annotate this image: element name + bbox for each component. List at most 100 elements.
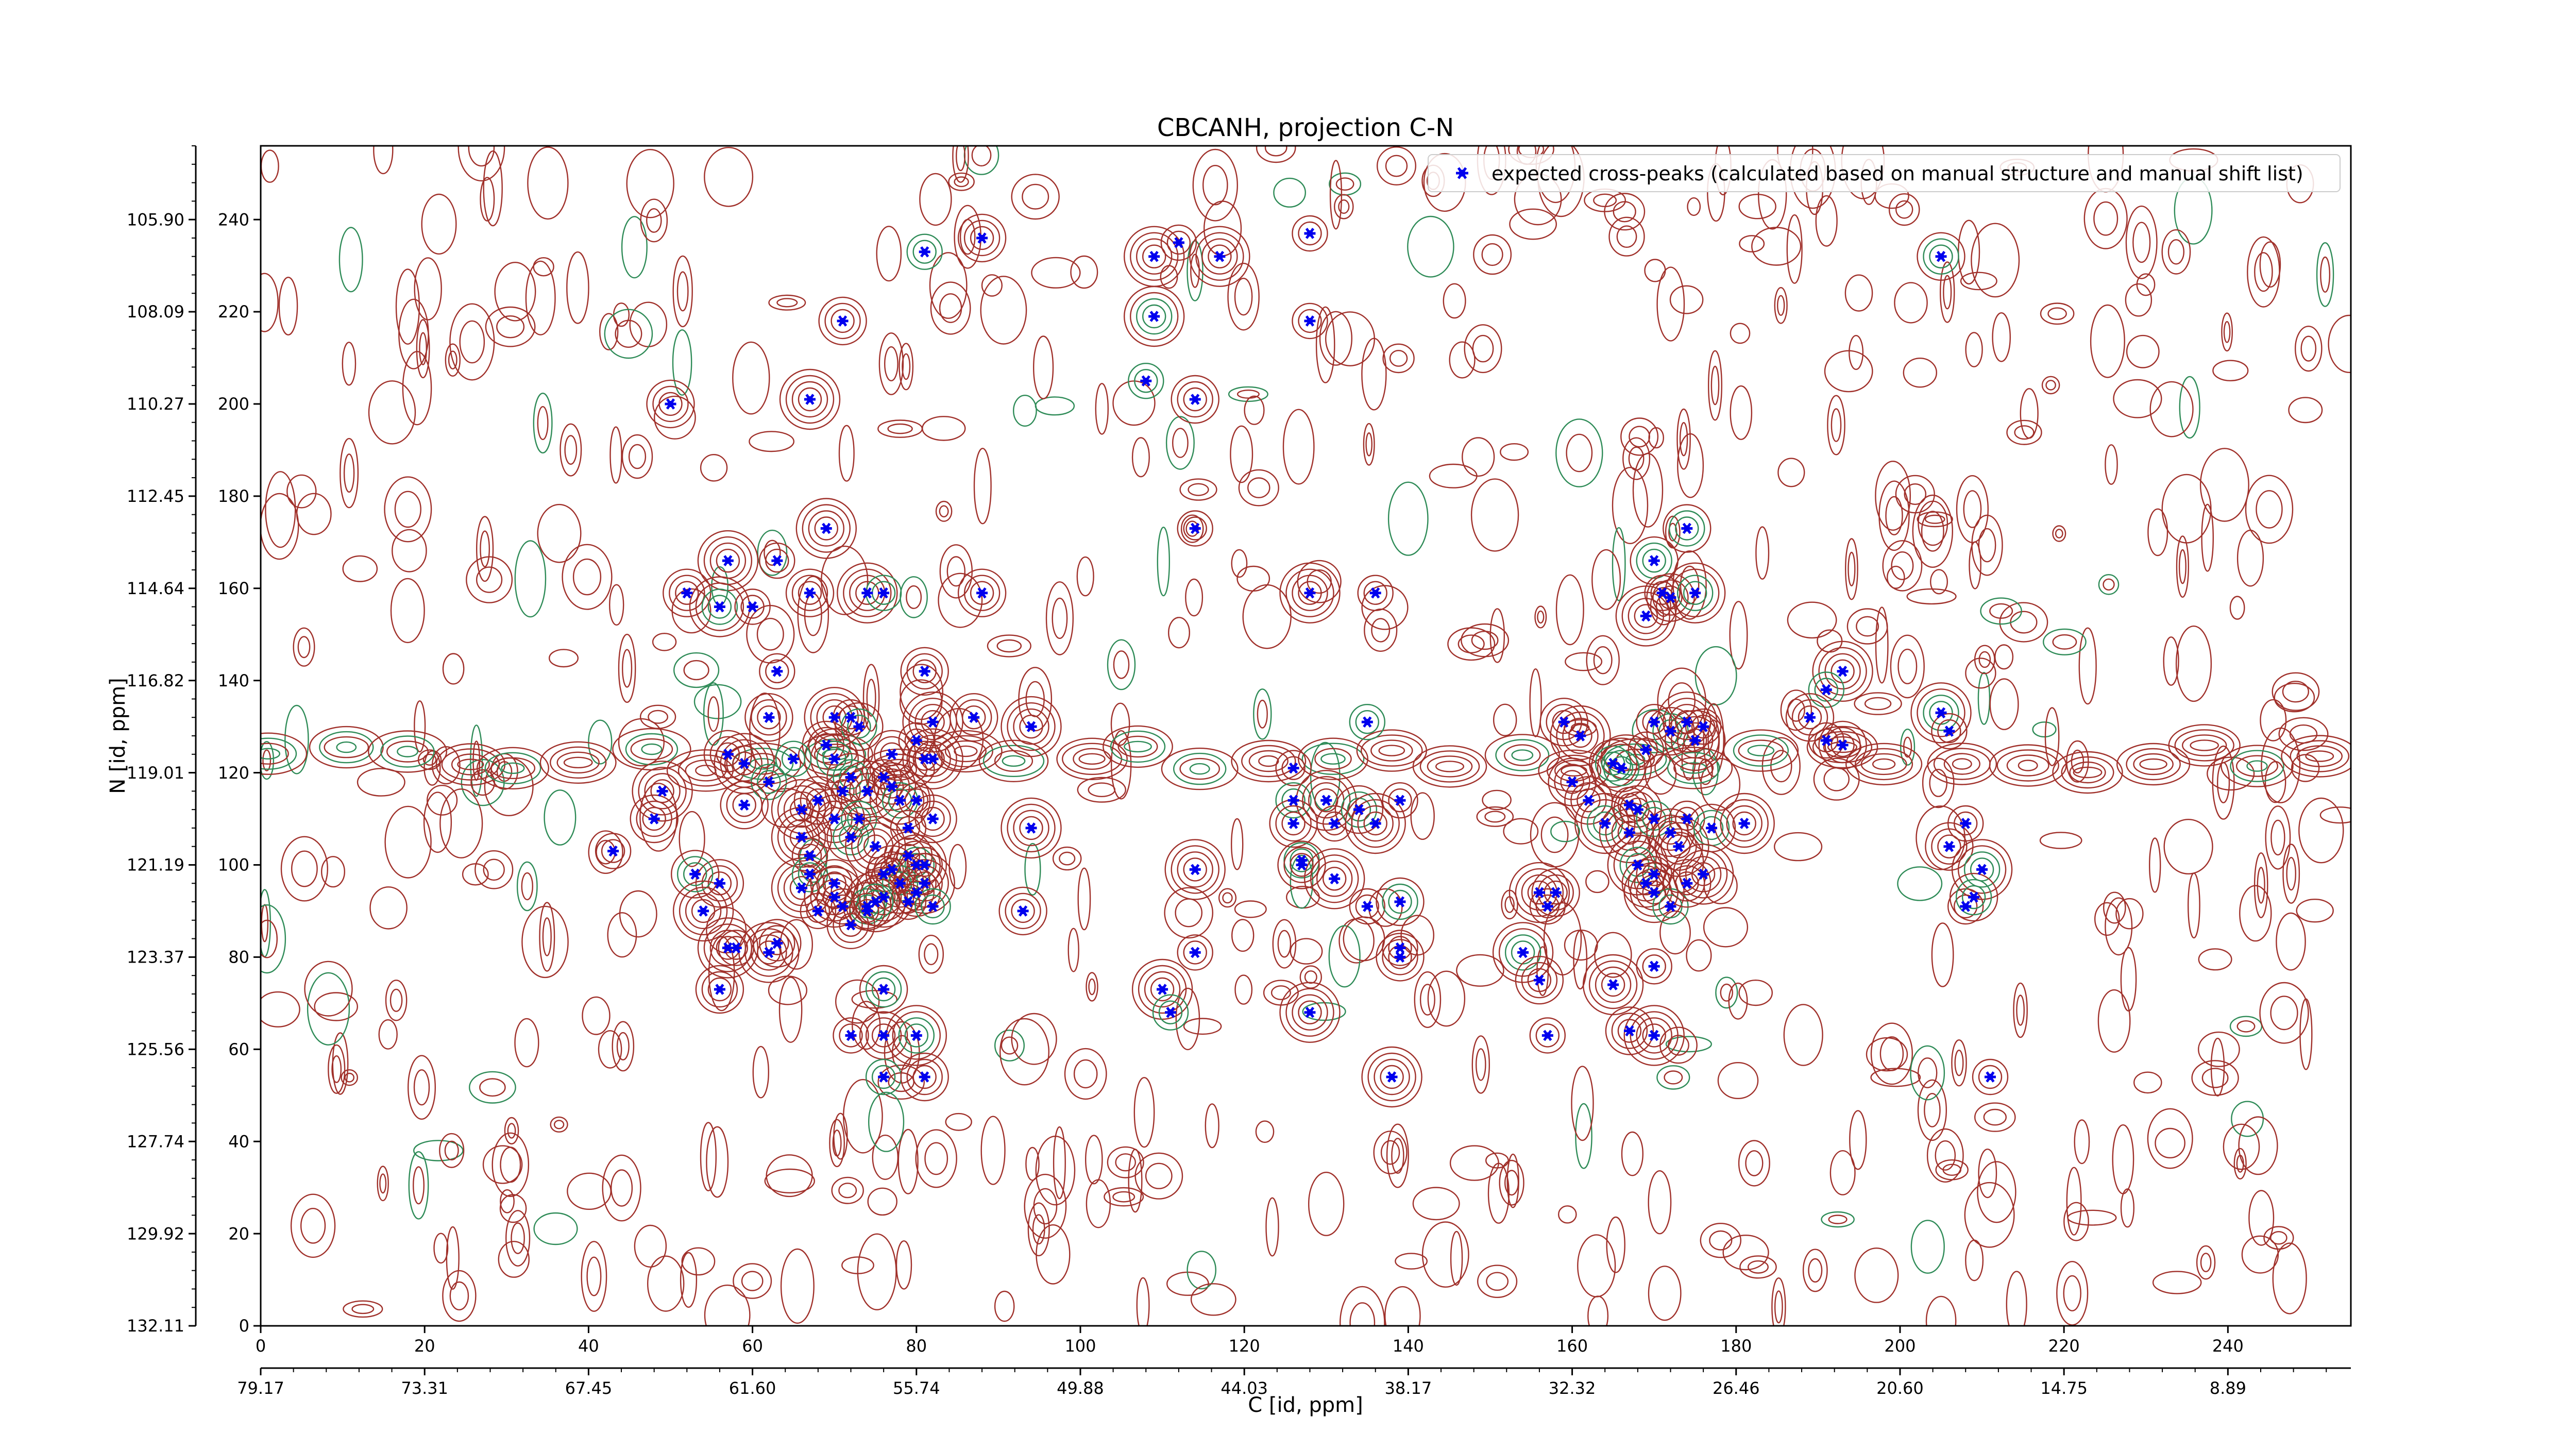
noise-contour bbox=[377, 1166, 389, 1202]
noise-contour-inner bbox=[866, 679, 876, 717]
peak-contour bbox=[658, 392, 683, 416]
noise-contour bbox=[1575, 1103, 1592, 1169]
noise-contour-inner bbox=[1891, 551, 1914, 580]
ridge-contour bbox=[982, 745, 1045, 778]
peak-contour bbox=[867, 845, 917, 894]
peak-contour bbox=[1726, 805, 1762, 842]
noise-contour bbox=[1729, 601, 1748, 670]
noise-contour bbox=[2263, 1226, 2294, 1250]
noise-contour-inner bbox=[1680, 565, 1700, 605]
noise-contour bbox=[2288, 397, 2323, 424]
noise-contour bbox=[778, 976, 803, 1043]
cross-peak-marker bbox=[1623, 799, 1635, 811]
cross-peak-marker bbox=[878, 587, 890, 599]
noise-contour bbox=[1844, 274, 1873, 312]
noise-contour bbox=[1095, 383, 1109, 435]
cross-peak-marker bbox=[828, 878, 840, 889]
peak-contour bbox=[908, 734, 957, 783]
noise-contour bbox=[1824, 350, 1873, 393]
cross-peak-marker bbox=[1394, 896, 1406, 907]
noise-contour bbox=[2199, 448, 2249, 522]
peak-contour bbox=[1923, 695, 1959, 731]
noise-contour-inner bbox=[468, 146, 495, 167]
plot-frame bbox=[260, 145, 2352, 1327]
cross-peak-marker bbox=[1648, 1030, 1660, 1041]
peak-contour bbox=[1357, 575, 1394, 611]
peak-contour bbox=[1382, 782, 1418, 819]
peak-contour bbox=[1292, 575, 1328, 611]
noise-contour bbox=[433, 1233, 449, 1264]
noise-contour bbox=[2039, 832, 2082, 849]
peak-contour bbox=[785, 568, 835, 617]
x-index-label: 20 bbox=[414, 1336, 435, 1356]
noise-contour bbox=[2282, 844, 2300, 904]
noise-contour bbox=[2063, 1202, 2089, 1241]
noise-contour bbox=[2221, 312, 2233, 352]
noise-contour-inner bbox=[2167, 239, 2184, 265]
peak-contour bbox=[1349, 888, 1386, 925]
cross-peak-marker bbox=[1148, 250, 1160, 262]
noise-contour bbox=[2265, 805, 2291, 870]
noise-contour bbox=[498, 1240, 530, 1278]
noise-contour bbox=[1730, 323, 1751, 344]
ridge-contour bbox=[1231, 739, 1307, 783]
noise-contour bbox=[2272, 672, 2320, 711]
ridge-contour bbox=[1996, 749, 2059, 782]
peak-contour bbox=[1298, 309, 1322, 333]
noise-contour bbox=[1104, 1187, 1144, 1207]
noise-contour-inner bbox=[1540, 816, 1569, 853]
peak-contour bbox=[707, 595, 732, 619]
peak-contour bbox=[1285, 568, 1334, 617]
peak-contour bbox=[697, 530, 759, 592]
noise-contour-inner bbox=[496, 315, 525, 339]
ridge-contour bbox=[2006, 754, 2049, 777]
peak-contour bbox=[795, 498, 857, 559]
noise-contour-inner bbox=[2320, 256, 2331, 293]
cross-peak-marker bbox=[1329, 873, 1341, 885]
noise-contour bbox=[1112, 380, 1156, 426]
cross-peak-marker bbox=[714, 878, 725, 889]
peak-contour bbox=[1642, 954, 1666, 979]
peak-contour bbox=[1607, 834, 1669, 896]
noise-contour bbox=[876, 226, 902, 282]
peak-contour bbox=[1298, 1000, 1322, 1024]
noise-contour bbox=[414, 700, 426, 753]
noise-contour bbox=[2229, 596, 2245, 620]
noise-contour bbox=[492, 1132, 530, 1198]
peak-contour bbox=[912, 240, 937, 264]
ridge-contour bbox=[2236, 755, 2279, 777]
noise-contour bbox=[439, 1133, 465, 1168]
cross-peak-marker bbox=[747, 601, 758, 613]
noise-contour bbox=[1384, 1286, 1421, 1326]
noise-contour bbox=[442, 1270, 477, 1322]
peak-contour bbox=[970, 581, 994, 605]
noise-contour bbox=[2261, 727, 2301, 803]
ridge-contour bbox=[1733, 734, 1789, 767]
peak-contour bbox=[636, 800, 672, 837]
cross-peak-marker bbox=[689, 868, 701, 880]
noise-contour bbox=[1363, 423, 1375, 466]
ridge-contour bbox=[1002, 755, 1026, 767]
noise-contour-inner bbox=[1954, 1049, 1964, 1076]
noise-contour-inner bbox=[1349, 1302, 1376, 1326]
peak-contour bbox=[1685, 856, 1722, 892]
noise-contour-inner bbox=[646, 208, 662, 233]
peak-contour bbox=[896, 816, 921, 840]
noise-contour-inner bbox=[1385, 155, 1408, 177]
ridge-contour bbox=[879, 759, 917, 781]
noise-contour bbox=[2201, 503, 2214, 572]
noise-contour-inner bbox=[1924, 514, 1945, 524]
cross-peak-marker bbox=[910, 795, 922, 806]
noise-contour bbox=[1244, 395, 1265, 425]
noise-contour-inner bbox=[2052, 634, 2077, 650]
cross-peak-marker bbox=[927, 716, 939, 728]
noise-contour bbox=[1499, 1159, 1524, 1206]
peak-contour bbox=[855, 899, 879, 923]
peak-contour bbox=[701, 588, 738, 625]
noise-contour bbox=[680, 1252, 698, 1308]
peak-contour bbox=[1382, 930, 1418, 966]
noise-contour bbox=[1555, 574, 1584, 646]
peak-contour bbox=[837, 562, 898, 624]
noise-contour-inner bbox=[1471, 630, 1499, 650]
peak-contour bbox=[1129, 292, 1179, 341]
